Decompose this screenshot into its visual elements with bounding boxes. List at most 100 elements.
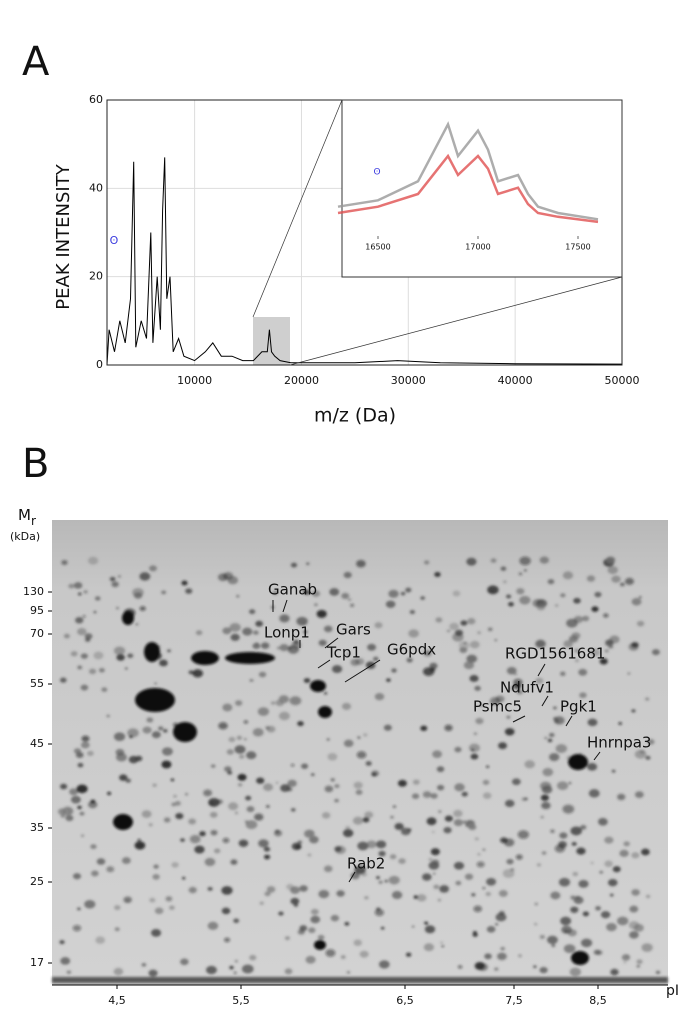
gel-spot bbox=[554, 719, 560, 723]
gel-spot bbox=[570, 906, 579, 913]
gel-spot bbox=[576, 847, 586, 855]
gel-spot bbox=[604, 649, 609, 653]
gel-spot bbox=[539, 966, 548, 974]
gel-spot bbox=[651, 649, 660, 656]
leader-line bbox=[512, 715, 526, 723]
gel-spot bbox=[90, 844, 97, 850]
y-axis-label: Mr bbox=[18, 506, 36, 528]
gel-spot bbox=[548, 732, 555, 738]
gel-spot bbox=[236, 735, 243, 740]
gel-spot bbox=[233, 971, 237, 974]
gel-spot bbox=[284, 936, 290, 941]
gel-spot bbox=[259, 901, 264, 905]
gel-spot bbox=[560, 671, 566, 676]
y-tick-label: 130 bbox=[23, 585, 44, 598]
gel-spot bbox=[384, 879, 388, 883]
gel-spot bbox=[380, 926, 385, 930]
gel-spot bbox=[569, 967, 582, 977]
gel-spot bbox=[106, 866, 115, 873]
y-tick-label: 20 bbox=[89, 270, 103, 283]
gel-spot bbox=[222, 837, 230, 844]
gel-spot bbox=[296, 616, 308, 626]
gel-spot bbox=[422, 873, 432, 881]
gel-spot bbox=[289, 696, 302, 706]
gel-spot bbox=[647, 739, 655, 745]
gel-spot bbox=[560, 593, 566, 598]
gel-spot bbox=[133, 592, 143, 599]
gel-spot bbox=[469, 674, 479, 682]
gel-spot bbox=[388, 589, 399, 598]
gel-spot bbox=[474, 685, 481, 691]
gel-spot bbox=[305, 955, 316, 964]
gel-spot bbox=[353, 781, 363, 789]
gel-spot bbox=[432, 750, 443, 759]
gel-spot bbox=[263, 846, 271, 852]
gel-spot bbox=[185, 588, 193, 594]
gel-spot bbox=[60, 783, 68, 790]
gel-spot bbox=[154, 907, 164, 915]
gel-spot bbox=[195, 630, 203, 636]
gel-spot bbox=[503, 580, 507, 583]
gel-spot bbox=[514, 673, 517, 676]
gel-spot bbox=[77, 592, 82, 596]
x-tick-label: 7,5 bbox=[505, 994, 523, 1007]
gel-spot bbox=[609, 635, 620, 644]
gel-spot bbox=[500, 946, 506, 951]
gel-spot bbox=[153, 864, 159, 869]
gel-spot bbox=[81, 735, 90, 742]
gel-spot bbox=[617, 793, 626, 801]
gel-spot bbox=[303, 630, 308, 634]
gel-spot bbox=[570, 826, 582, 836]
gel-spot bbox=[161, 760, 172, 769]
gel-spot bbox=[443, 826, 452, 834]
gel-spot bbox=[251, 679, 255, 682]
gel-spot bbox=[188, 670, 194, 675]
gel-spot bbox=[77, 628, 87, 636]
gel-spot bbox=[376, 840, 387, 849]
gel-spot bbox=[433, 884, 440, 890]
gel-spot bbox=[486, 877, 497, 886]
gel-spot bbox=[437, 898, 442, 902]
gel-spot bbox=[234, 811, 239, 815]
gel-spot bbox=[518, 572, 523, 576]
gel-spot bbox=[124, 667, 128, 670]
gel-spot bbox=[457, 965, 463, 969]
gel-spot bbox=[645, 697, 650, 701]
gel-spot bbox=[325, 949, 336, 957]
gel-spot bbox=[619, 582, 625, 587]
gel-spot bbox=[362, 817, 370, 823]
gel-spot bbox=[295, 844, 302, 850]
leader-line bbox=[348, 871, 356, 883]
gel-spot bbox=[221, 886, 233, 895]
gel-spot bbox=[347, 652, 351, 656]
gel-spot bbox=[547, 738, 553, 743]
gel-spot bbox=[550, 891, 561, 900]
leader-line bbox=[565, 715, 573, 727]
gel-spot bbox=[558, 877, 571, 887]
gel-spot bbox=[363, 733, 368, 737]
gel-front bbox=[52, 977, 668, 983]
gel-spot bbox=[343, 571, 352, 579]
gel-spot bbox=[405, 952, 412, 957]
gel-spot bbox=[356, 751, 367, 759]
gel-spot bbox=[487, 627, 493, 632]
gel-spot bbox=[152, 783, 157, 787]
spectrum-plot: 10000 20000 30000 40000 50000 0 20 40 60 ʘ 16500 17… bbox=[89, 93, 640, 387]
gel-spot bbox=[139, 606, 146, 611]
gel-spot bbox=[579, 692, 587, 699]
gel-spot bbox=[284, 968, 293, 975]
gel-image: 130 95 70 55 45 35 25 17 4,5 5,5 6,5 7,5 8,5 Ganab Lon… bbox=[23, 520, 668, 1007]
gel-spot bbox=[142, 726, 152, 734]
gel-spot bbox=[426, 817, 437, 826]
gel-spot bbox=[218, 722, 228, 730]
gel-spot bbox=[278, 711, 290, 721]
gel-spot bbox=[309, 835, 319, 844]
gel-spot bbox=[107, 791, 112, 795]
gel-spot bbox=[458, 641, 470, 650]
gel-spot bbox=[406, 657, 413, 663]
gel-spot bbox=[631, 889, 640, 896]
gel-spot bbox=[117, 575, 122, 578]
gel-spot bbox=[141, 810, 152, 818]
gel-spot bbox=[270, 701, 276, 705]
gel-spot bbox=[224, 937, 231, 943]
